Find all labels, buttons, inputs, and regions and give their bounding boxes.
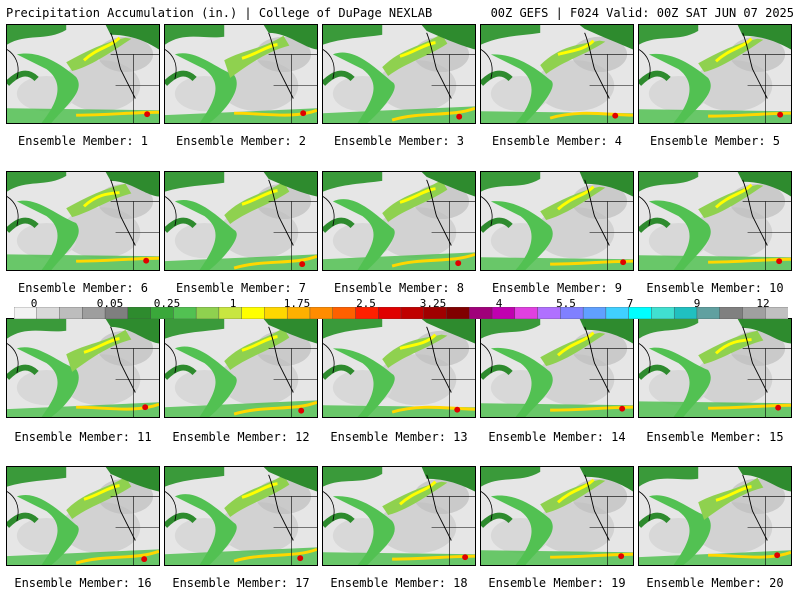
ensemble-map-panel: [6, 24, 160, 124]
colorbar-tick-label: 2.5: [356, 297, 376, 310]
colorbar-tick-label: 7: [626, 297, 634, 310]
colorbar-tick-label: 0.25: [153, 297, 181, 310]
ensemble-member-label: Ensemble Member: 10: [646, 281, 784, 295]
ensemble-member-label: Ensemble Member: 6: [17, 281, 149, 295]
ensemble-member-label: Ensemble Member: 2: [175, 134, 307, 148]
colorbar-swatch: [241, 307, 266, 319]
colorbar-swatch: [696, 307, 721, 319]
colorbar-swatch: [651, 307, 675, 319]
ensemble-member-label: Ensemble Member: 17: [172, 576, 310, 590]
colorbar-swatch: [446, 307, 470, 319]
ensemble-map-panel: [6, 171, 160, 271]
colorbar-swatch: [309, 307, 334, 319]
colorbar-swatch: [719, 307, 744, 319]
ensemble-map-panel: [480, 24, 634, 124]
colorbar-tick-label: 0: [30, 297, 38, 310]
colorbar-swatch: [378, 307, 402, 319]
ensemble-map-panel: [322, 24, 476, 124]
ensemble-member-label: Ensemble Member: 8: [333, 281, 465, 295]
colorbar-swatch: [36, 307, 61, 319]
ensemble-map-panel: [322, 318, 476, 418]
ensemble-member-label: Ensemble Member: 9: [491, 281, 623, 295]
ensemble-map-panel: [638, 466, 792, 566]
ensemble-member-label: Ensemble Member: 5: [649, 134, 781, 148]
ensemble-map-panel: [164, 171, 318, 271]
ensemble-member-label: Ensemble Member: 13: [330, 430, 468, 444]
colorbar-tick-label: 12: [756, 297, 770, 310]
colorbar-tick-label: 1: [229, 297, 237, 310]
ensemble-member-label: Ensemble Member: 20: [646, 576, 784, 590]
ensemble-member-label: Ensemble Member: 15: [646, 430, 784, 444]
colorbar-swatch: [332, 307, 357, 319]
colorbar-swatch: [127, 307, 152, 319]
ensemble-map-panel: [480, 171, 634, 271]
ensemble-member-label: Ensemble Member: 3: [333, 134, 465, 148]
ensemble-map-panel: [638, 171, 792, 271]
ensemble-map-panel: [638, 318, 792, 418]
colorbar-swatch: [765, 307, 788, 319]
colorbar-swatch: [605, 307, 630, 319]
colorbar-tick-label: 4: [495, 297, 503, 310]
ensemble-map-panel: [480, 466, 634, 566]
ensemble-member-label: Ensemble Member: 12: [172, 430, 310, 444]
ensemble-member-label: Ensemble Member: 19: [488, 576, 626, 590]
ensemble-map-panel: [164, 318, 318, 418]
colorbar-tick-label: 0.05: [96, 297, 124, 310]
ensemble-member-label: Ensemble Member: 14: [488, 430, 626, 444]
colorbar-tick-label: 9: [693, 297, 701, 310]
colorbar-tick-label: 1.75: [283, 297, 311, 310]
model-valid-time: 00Z GEFS | F024 Valid: 00Z SAT JUN 07 20…: [490, 6, 794, 20]
ensemble-member-label: Ensemble Member: 1: [17, 134, 149, 148]
colorbar-swatch: [195, 307, 220, 319]
map-title: Precipitation Accumulation (in.) | Colle…: [6, 6, 433, 20]
ensemble-map-panel: [480, 318, 634, 418]
ensemble-member-label: Ensemble Member: 7: [175, 281, 307, 295]
colorbar-tick-label: 3.25: [419, 297, 447, 310]
ensemble-map-panel: [6, 318, 160, 418]
ensemble-map-panel: [6, 466, 160, 566]
colorbar: [14, 307, 788, 319]
ensemble-map-panel: [322, 466, 476, 566]
ensemble-map-panel: [322, 171, 476, 271]
colorbar-swatch: [469, 307, 493, 319]
ensemble-member-label: Ensemble Member: 11: [14, 430, 152, 444]
ensemble-map-panel: [164, 466, 318, 566]
ensemble-map-panel: [638, 24, 792, 124]
colorbar-tick-label: 5.5: [556, 297, 576, 310]
colorbar-swatch: [59, 307, 83, 319]
ensemble-member-label: Ensemble Member: 4: [491, 134, 623, 148]
ensemble-member-label: Ensemble Member: 18: [330, 576, 468, 590]
ensemble-map-panel: [164, 24, 318, 124]
colorbar-swatch: [582, 307, 607, 319]
ensemble-member-label: Ensemble Member: 16: [14, 576, 152, 590]
colorbar-swatch: [514, 307, 539, 319]
